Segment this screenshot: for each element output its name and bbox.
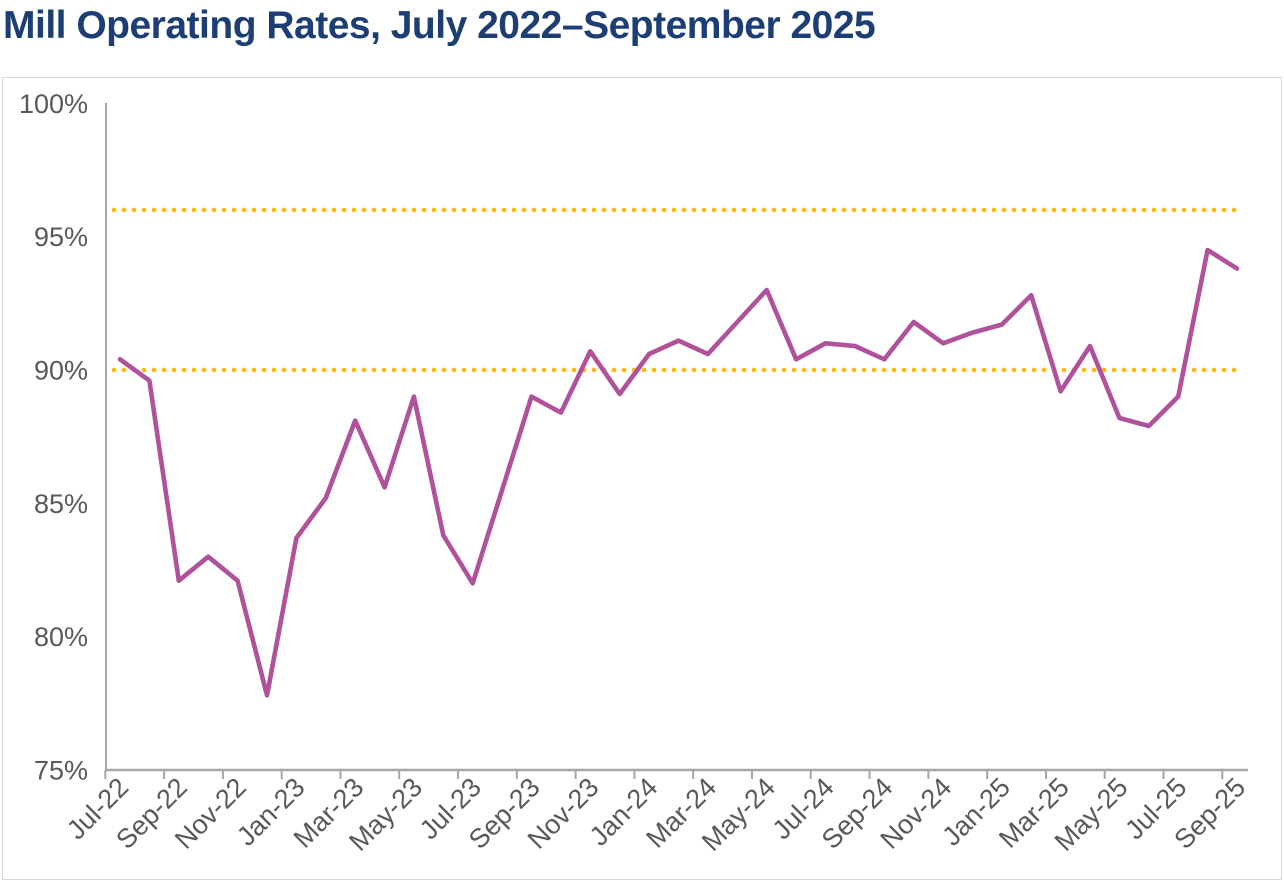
chart-title: Mill Operating Rates, July 2022–Septembe… <box>3 4 876 47</box>
y-axis-labels: 75% 80% 85% 90% 95% 100% <box>19 89 88 786</box>
axes-group <box>104 103 1248 779</box>
y-axis-label: 100% <box>19 89 88 119</box>
y-axis-label: 75% <box>34 756 88 786</box>
operating-rate-line <box>117 247 1240 698</box>
y-axis-label: 95% <box>34 222 88 252</box>
y-axis-label: 90% <box>34 355 88 385</box>
series-group <box>117 247 1240 698</box>
x-axis-labels: Jul-22Sep-22Nov-22Jan-23Mar-23May-23Jul-… <box>61 772 1251 857</box>
reference-lines-group <box>111 207 1243 373</box>
y-axis-label: 85% <box>34 489 88 519</box>
y-axis-label: 80% <box>34 622 88 652</box>
